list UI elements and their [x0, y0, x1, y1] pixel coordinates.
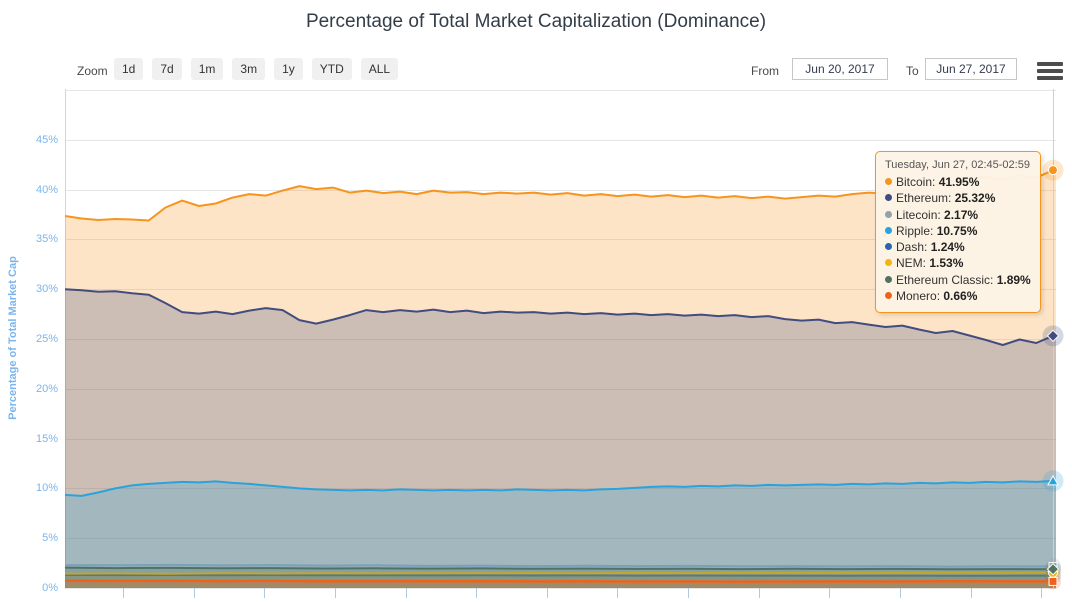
- y-axis-label: 5%: [42, 532, 58, 545]
- tooltip-series-name: Monero:: [896, 289, 944, 304]
- tooltip-row: Ethereum Classic: 1.89%: [885, 272, 1031, 288]
- to-label: To: [906, 64, 919, 78]
- tooltip-series-name: Litecoin:: [896, 207, 945, 222]
- tooltip-row: Ripple: 10.75%: [885, 223, 1031, 239]
- series-line-dash: [65, 573, 1056, 577]
- tooltip-series-dot: [885, 259, 892, 267]
- y-axis-label: 30%: [35, 283, 58, 296]
- tooltip-series-name: Bitcoin:: [896, 175, 939, 189]
- zoom-button-1m[interactable]: 1m: [190, 58, 224, 80]
- y-axis-label: 35%: [35, 233, 58, 246]
- y-axis-label: 20%: [35, 382, 58, 395]
- y-axis-label: 45%: [35, 133, 58, 146]
- series-marker-ripple: [1047, 474, 1059, 486]
- tooltip-series-dot: [885, 275, 892, 283]
- tooltip-row: Bitcoin: 41.95%: [885, 174, 1031, 190]
- series-area-ethereum-classic: [65, 567, 1056, 588]
- series-line-ripple: [65, 479, 1056, 497]
- tooltip-series-value: 10.75%: [936, 223, 978, 238]
- tooltip-series-value: 1.24%: [930, 240, 965, 255]
- tooltip-series-value: 0.66%: [943, 289, 978, 304]
- from-label: From: [751, 64, 779, 78]
- tooltip-series-dot: [885, 226, 892, 234]
- tooltip-row: NEM: 1.53%: [885, 255, 1031, 271]
- tooltip-rows: Bitcoin: 41.95% Ethereum: 25.32% Litecoin:…: [885, 174, 1031, 304]
- series-marker-ethereum-classic: [1046, 562, 1060, 576]
- tooltip-series-name: Ethereum:: [896, 191, 955, 206]
- chart-tooltip: Tuesday, Jun 27, 02:45-02:59 Bitcoin: 41…: [875, 151, 1041, 314]
- tooltip-series-name: NEM:: [896, 256, 930, 271]
- series-marker-bitcoin: [1048, 165, 1058, 176]
- tooltip-series-name: Ethereum Classic:: [896, 272, 997, 287]
- hamburger-menu-icon[interactable]: [1037, 62, 1063, 80]
- tooltip-row: Ethereum: 25.32%: [885, 190, 1031, 206]
- tooltip-series-name: Ripple:: [896, 223, 937, 238]
- to-date-input[interactable]: [925, 58, 1017, 80]
- zoom-button-3m[interactable]: 3m: [232, 58, 266, 80]
- tooltip-row: Dash: 1.24%: [885, 239, 1031, 255]
- zoom-button-all[interactable]: ALL: [360, 58, 399, 80]
- tooltip-series-dot: [885, 178, 892, 185]
- tooltip-series-value: 2.17%: [944, 207, 979, 222]
- zoom-label: Zoom: [77, 64, 108, 78]
- zoom-button-1d[interactable]: 1d: [114, 58, 144, 80]
- series-line-nem: [65, 571, 1056, 575]
- series-marker-ethereum: [1046, 329, 1060, 343]
- series-line-ethereum: [65, 288, 1056, 346]
- y-axis-label: 25%: [35, 333, 58, 345]
- tooltip-series-value: 41.95%: [938, 175, 980, 189]
- tooltip-header: Tuesday, Jun 27, 02:45-02:59: [885, 159, 1030, 171]
- zoom-button-group: 1d 7d 1m 3m 1y YTD ALL: [114, 58, 399, 80]
- series-line-monero: [65, 579, 1056, 583]
- tooltip-series-name: Dash:: [896, 240, 931, 255]
- tooltip-series-value: 1.89%: [996, 272, 1031, 287]
- series-line-ethereum-classic: [65, 566, 1056, 571]
- tooltip-series-dot: [885, 194, 892, 202]
- y-axis-label: 40%: [35, 183, 58, 196]
- chart-plot-area[interactable]: [65, 89, 1072, 602]
- tooltip-series-value: 25.32%: [954, 191, 996, 206]
- chart-title: Percentage of Total Market Capitalizatio…: [305, 11, 767, 32]
- tooltip-series-dot: [885, 210, 892, 218]
- from-date-input[interactable]: [792, 58, 888, 80]
- series-area-ethereum: [65, 289, 1056, 588]
- tooltip-series-value: 1.53%: [929, 256, 964, 271]
- tooltip-row: Litecoin: 2.17%: [885, 207, 1031, 223]
- zoom-button-1y[interactable]: 1y: [274, 58, 303, 80]
- zoom-button-ytd[interactable]: YTD: [311, 58, 352, 80]
- series-area-ripple: [65, 480, 1056, 588]
- series-area-bitcoin: [65, 170, 1056, 588]
- series-marker-monero: [1048, 576, 1058, 586]
- y-axis-label: 10%: [35, 482, 58, 495]
- y-axis-label: 0%: [42, 582, 58, 594]
- zoom-button-7d[interactable]: 7d: [152, 58, 182, 80]
- y-axis-label: 15%: [35, 432, 58, 445]
- tooltip-row: Monero: 0.66%: [885, 288, 1031, 304]
- tooltip-series-dot: [885, 292, 892, 300]
- series-line-litecoin: [65, 563, 1056, 568]
- tooltip-series-dot: [885, 243, 892, 251]
